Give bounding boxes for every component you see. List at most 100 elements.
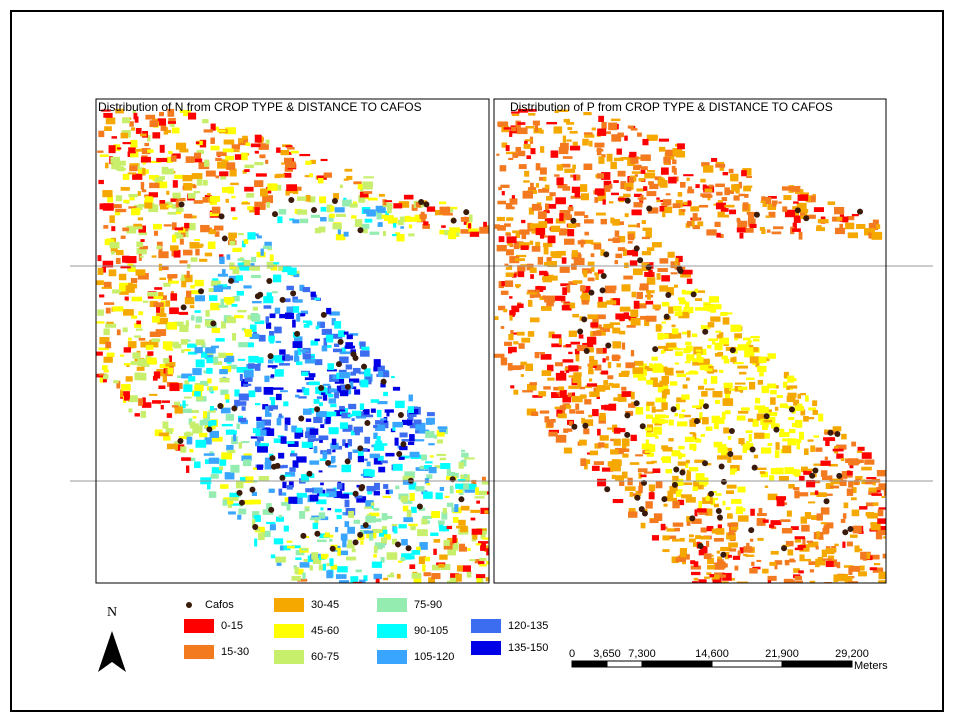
land-patch: [316, 326, 319, 329]
land-patch: [245, 142, 250, 145]
land-patch: [410, 526, 415, 530]
land-patch: [816, 227, 825, 231]
land-patch: [274, 327, 282, 334]
land-patch: [348, 511, 354, 518]
land-patch: [768, 580, 771, 584]
land-patch: [732, 455, 742, 459]
land-patch: [179, 312, 188, 315]
land-patch: [286, 184, 297, 191]
land-patch: [370, 232, 380, 235]
land-patch: [614, 428, 621, 434]
cafo-point: [351, 351, 357, 357]
land-patch: [376, 579, 380, 585]
land-patch: [159, 278, 166, 280]
land-patch: [639, 304, 647, 308]
land-patch: [687, 221, 692, 226]
cafo-point: [665, 292, 671, 298]
land-patch: [731, 325, 742, 332]
land-patch: [659, 177, 664, 183]
land-patch: [311, 340, 319, 345]
land-patch: [562, 359, 573, 362]
land-patch: [684, 482, 693, 485]
land-patch: [722, 356, 728, 360]
land-patch: [130, 284, 137, 289]
land-patch: [132, 352, 140, 358]
land-patch: [426, 418, 432, 425]
land-patch: [788, 417, 794, 420]
land-patch: [315, 339, 320, 342]
land-patch: [212, 207, 220, 214]
cafo-point: [222, 236, 228, 242]
land-patch: [321, 392, 325, 395]
land-patch: [167, 130, 172, 133]
cafo-point: [640, 423, 646, 429]
land-patch: [695, 298, 702, 301]
land-patch: [694, 578, 699, 581]
land-patch: [158, 292, 163, 297]
land-patch: [102, 287, 112, 289]
land-patch: [156, 158, 167, 162]
cafo-point: [708, 491, 714, 497]
land-patch: [876, 224, 880, 229]
land-patch: [584, 219, 594, 223]
land-patch: [603, 199, 606, 204]
land-patch: [683, 384, 688, 388]
land-patch: [699, 205, 708, 208]
land-patch: [543, 276, 553, 282]
land-patch: [818, 557, 824, 559]
land-patch: [411, 507, 417, 513]
land-patch: [778, 202, 781, 204]
cafo-point: [458, 496, 464, 502]
land-patch: [583, 428, 589, 434]
land-patch: [213, 356, 219, 363]
land-patch: [739, 233, 743, 239]
land-patch: [377, 436, 381, 441]
land-patch: [633, 268, 643, 275]
land-patch: [687, 279, 693, 284]
land-patch: [319, 227, 326, 233]
land-patch: [409, 395, 413, 402]
cafo-point: [330, 546, 336, 552]
land-patch: [335, 527, 338, 532]
land-patch: [876, 532, 882, 540]
land-patch: [97, 309, 104, 315]
land-patch: [555, 296, 566, 301]
land-patch: [780, 429, 784, 434]
land-patch: [603, 380, 608, 385]
land-patch: [411, 550, 420, 555]
land-patch: [508, 158, 513, 160]
land-patch: [676, 371, 684, 374]
land-patch: [402, 420, 412, 425]
land-patch: [655, 436, 659, 439]
land-patch: [790, 378, 797, 381]
land-patch: [348, 540, 352, 547]
land-patch: [142, 189, 147, 192]
land-patch: [195, 310, 201, 313]
land-patch: [266, 140, 270, 145]
land-patch: [622, 342, 625, 349]
land-patch: [775, 407, 778, 411]
land-patch: [570, 146, 580, 151]
land-patch: [625, 213, 629, 217]
land-patch: [686, 460, 690, 463]
land-patch: [304, 559, 308, 562]
land-patch: [745, 555, 754, 557]
land-patch: [200, 225, 209, 232]
land-patch: [273, 275, 281, 283]
land-patch: [497, 217, 505, 221]
land-patch: [194, 391, 201, 396]
land-patch: [147, 358, 157, 365]
land-patch: [179, 260, 187, 263]
land-patch: [223, 499, 228, 505]
cafo-point: [357, 445, 363, 451]
land-patch: [124, 394, 129, 400]
land-patch: [169, 383, 179, 391]
land-patch: [715, 400, 720, 404]
land-patch: [193, 416, 197, 418]
land-patch: [194, 461, 200, 468]
land-patch: [383, 484, 388, 489]
cafo-point: [268, 353, 274, 359]
cafo-point: [789, 406, 795, 412]
land-patch: [425, 461, 433, 463]
land-patch: [653, 136, 658, 139]
